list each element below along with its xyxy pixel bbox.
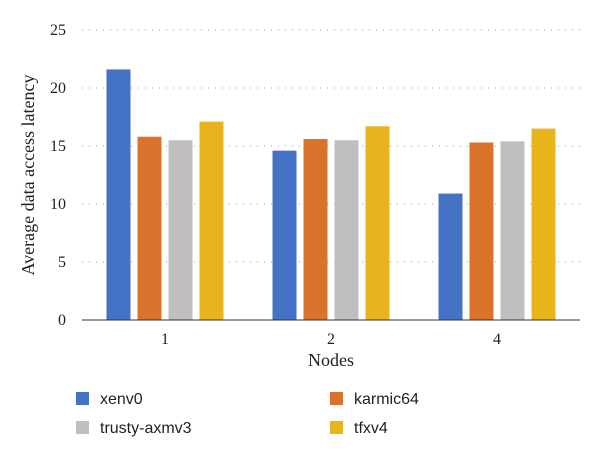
y-axis-title: Average data access latency <box>18 74 38 275</box>
bar-karmic64-1 <box>137 136 162 320</box>
legend-label-tfxv4: tfxv4 <box>354 420 388 437</box>
x-tick-label: 1 <box>161 331 169 348</box>
y-tick-labels: 0 5 10 15 20 25 <box>50 22 66 329</box>
y-tick-label: 20 <box>50 80 66 97</box>
x-tick-label: 2 <box>327 331 335 348</box>
y-tick-label: 15 <box>50 138 66 155</box>
bars <box>106 69 556 320</box>
y-tick-label: 0 <box>58 312 66 329</box>
legend-label-xenv0: xenv0 <box>100 391 143 408</box>
bar-karmic64-4 <box>469 142 494 320</box>
x-tick-labels: 1 2 4 <box>161 331 501 348</box>
legend-label-karmic64: karmic64 <box>354 391 419 408</box>
y-tick-label: 5 <box>58 254 66 271</box>
x-axis-title: Nodes <box>308 350 354 370</box>
legend-swatch-karmic64 <box>330 392 343 405</box>
bar-trusty-axmv3-4 <box>500 141 525 320</box>
bar-trusty-axmv3-2 <box>334 140 359 320</box>
bar-tfxv4-4 <box>531 128 556 320</box>
bar-tfxv4-1 <box>199 121 224 320</box>
legend-swatch-xenv0 <box>76 392 89 405</box>
bar-karmic64-2 <box>303 139 328 320</box>
bar-xenv0-2 <box>272 150 297 320</box>
x-tick-label: 4 <box>493 331 501 348</box>
legend-swatch-trusty-axmv3 <box>76 421 89 434</box>
bar-tfxv4-2 <box>365 126 390 320</box>
legend-swatch-tfxv4 <box>330 421 343 434</box>
y-tick-label: 25 <box>50 22 66 39</box>
bar-trusty-axmv3-1 <box>168 140 193 320</box>
legend-label-trusty-axmv3: trusty-axmv3 <box>100 420 192 437</box>
legend: xenv0 karmic64 trusty-axmv3 tfxv4 <box>76 391 419 437</box>
y-tick-label: 10 <box>50 196 66 213</box>
bar-xenv0-1 <box>106 69 131 320</box>
bar-xenv0-4 <box>438 193 463 320</box>
